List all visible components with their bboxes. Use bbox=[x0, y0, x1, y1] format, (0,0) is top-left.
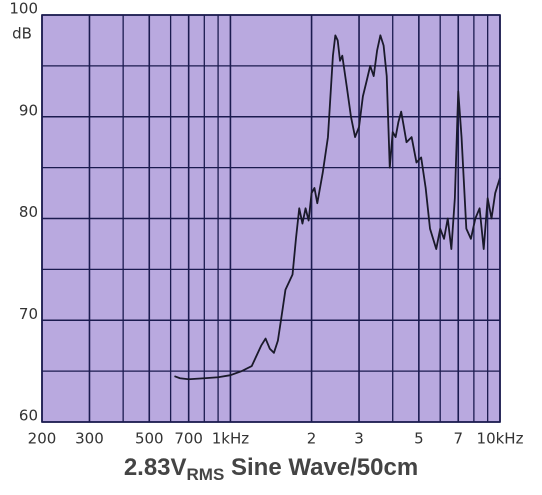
x-tick-label: 300 bbox=[75, 430, 104, 448]
y-tick-label: 70 bbox=[19, 305, 38, 323]
response-line bbox=[174, 34, 501, 381]
plot-border bbox=[41, 14, 501, 423]
x-tick-label: 10kHz bbox=[477, 430, 524, 448]
x-tick-label: 500 bbox=[135, 430, 164, 448]
y-tick-label: 100 bbox=[9, 0, 38, 18]
title-main: 2.83V bbox=[124, 454, 187, 481]
x-tick-label: 200 bbox=[28, 430, 57, 448]
x-tick-label: 7 bbox=[453, 430, 463, 448]
title-rest: Sine Wave/50cm bbox=[224, 454, 418, 481]
x-tick-label: 5 bbox=[414, 430, 424, 448]
x-tick-label: 1kHz bbox=[212, 430, 250, 448]
title-subscript: RMS bbox=[187, 465, 225, 484]
x-tick-label: 3 bbox=[354, 430, 364, 448]
y-tick-label: 80 bbox=[19, 203, 38, 221]
chart-title: 2.83VRMS Sine Wave/50cm bbox=[124, 454, 418, 484]
y-tick-label: 90 bbox=[19, 101, 38, 119]
y-tick-label: 60 bbox=[19, 407, 38, 425]
x-tick-label: 700 bbox=[174, 430, 203, 448]
x-tick-label: 2 bbox=[307, 430, 317, 448]
y-axis-label: dB bbox=[12, 25, 32, 43]
